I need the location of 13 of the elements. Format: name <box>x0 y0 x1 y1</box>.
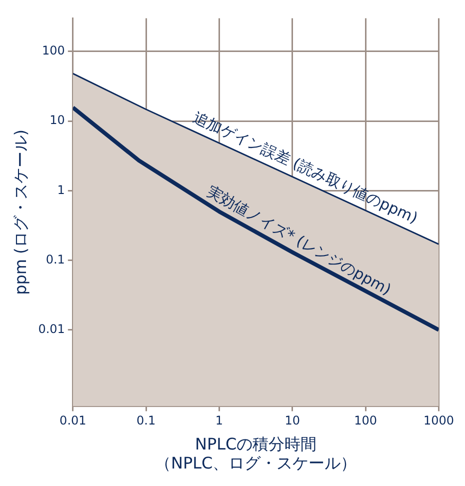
y-tick-label: 10 <box>50 113 65 128</box>
x-tick-label: 0.01 <box>60 414 86 428</box>
y-tick-label: 100 <box>42 44 65 58</box>
y-tick-label: 1 <box>57 182 65 197</box>
y-tick-label: 0.1 <box>46 252 65 266</box>
y-axis-title: ppm (ログ・スケール) <box>10 129 30 295</box>
x-tick-label: 10 <box>284 414 300 428</box>
x-tick-label: 0.1 <box>136 414 156 428</box>
x-tick-label: 1 <box>215 414 224 428</box>
x-tick-label: 1000 <box>423 414 454 428</box>
x-axis-title: NPLCの積分時間（NPLC、ログ・スケール） <box>154 434 357 473</box>
y-tick-label: 0.01 <box>38 322 65 336</box>
x-tick-label: 100 <box>354 414 378 428</box>
